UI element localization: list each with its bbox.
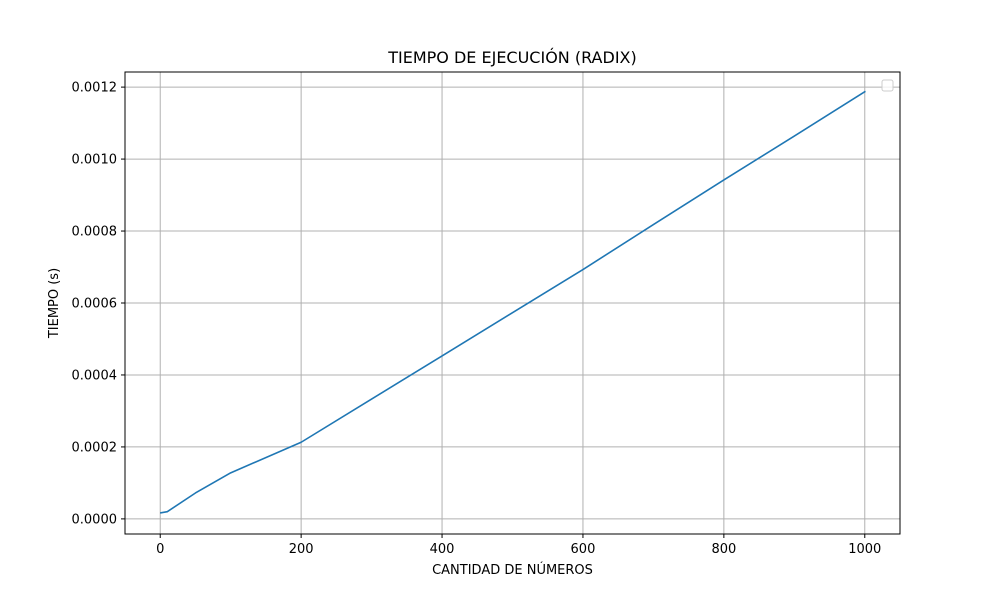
y-tick-label: 0.0010 [72,153,118,168]
y-tick-label: 0.0012 [72,81,118,96]
legend-box [881,79,894,92]
x-axis-label: CANTIDAD DE NÚMEROS [432,562,593,578]
chart-title: TIEMPO DE EJECUCIÓN (RADIX) [387,48,637,67]
x-tick-label: 0 [156,542,164,557]
x-tick-label: 400 [430,542,455,557]
y-tick-label: 0.0002 [72,440,118,455]
x-tick-label: 600 [571,542,596,557]
y-axis-ticks: 0.0000 0.0002 0.0004 0.0006 0.0008 0.0010 0.00… [72,81,125,527]
x-axis-ticks: 0 200 400 600 800 1000 [156,534,881,557]
series-line [160,90,866,514]
x-tick-label: 800 [711,542,736,557]
x-tick-label: 200 [289,542,314,557]
y-tick-label: 0.0006 [72,297,118,312]
series-layer [160,90,866,514]
y-tick-label: 0.0004 [72,368,118,383]
y-axis-label: TIEMPO (s) [47,268,62,339]
y-tick-label: 0.0000 [72,512,118,527]
grid-layer [125,72,900,534]
y-tick-label: 0.0008 [72,225,118,240]
x-tick-label: 1000 [848,542,881,557]
